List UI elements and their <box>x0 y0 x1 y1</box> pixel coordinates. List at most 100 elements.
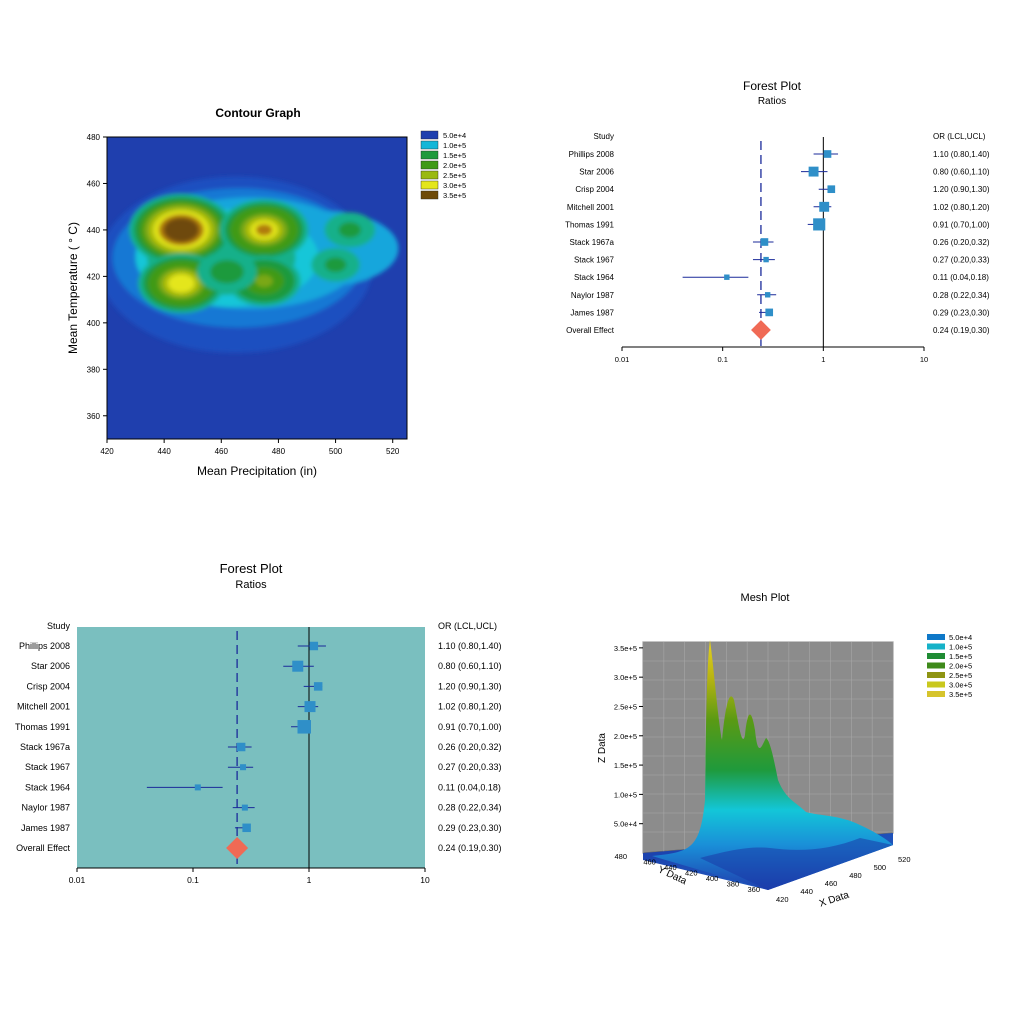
mesh-z-tick-label: 2.0e+5 <box>614 732 637 741</box>
forest-effect-marker <box>813 218 826 231</box>
forest-or-value: 0.27 (0.20,0.33) <box>438 762 502 772</box>
mesh-z-tick-label: 1.5e+5 <box>614 761 637 770</box>
mesh-y-tick-label: 420 <box>685 869 698 878</box>
contour-y-label: Mean Temperature ( ° C) <box>66 222 80 354</box>
mesh-z-tick-label: 3.0e+5 <box>614 673 637 682</box>
forest-overall-diamond <box>751 320 771 340</box>
contour-legend: 5.0e+41.0e+51.5e+52.0e+52.5e+53.0e+53.5e… <box>420 130 466 200</box>
forest-bottom-subtitle: Ratios <box>235 579 267 591</box>
forest-study-name: Naylor 1987 <box>21 803 70 813</box>
contour-peak-4-level-3 <box>216 264 238 279</box>
forest-x-tick-label: 0.01 <box>69 875 86 885</box>
forest-or-value: 0.80 (0.60,1.10) <box>438 661 502 671</box>
mesh-legend-swatch <box>927 672 945 678</box>
contour-y-tick-label: 460 <box>87 179 101 188</box>
mesh-legend-label: 1.0e+5 <box>949 643 972 652</box>
contour-peak-1-level-7 <box>173 277 190 289</box>
contour-x-tick-label: 500 <box>329 447 343 456</box>
forest-effect-marker <box>240 764 247 771</box>
forest-bottom-title: Forest Plot <box>220 561 283 576</box>
mesh-legend-label: 1.5e+5 <box>949 652 972 661</box>
contour-legend-label: 1.0e+5 <box>443 141 466 150</box>
contour-legend-swatch <box>420 190 439 200</box>
mesh-z-tick-label: 1.0e+5 <box>614 790 637 799</box>
contour-y-tick-label: 360 <box>87 412 101 421</box>
forest-or-value: 1.20 (0.90,1.30) <box>933 185 990 194</box>
contour-legend-swatch <box>420 140 439 150</box>
mesh-x-tick-label: 500 <box>874 863 887 872</box>
forest-study-name: Stack 1964 <box>574 273 615 282</box>
forest-or-value: 1.10 (0.80,1.40) <box>438 641 502 651</box>
forest-effect-marker <box>242 823 251 833</box>
forest-top-subtitle: Ratios <box>758 96 786 107</box>
forest-effect-marker <box>765 308 774 317</box>
forest-effect-marker <box>823 150 832 158</box>
contour-legend-swatch <box>420 150 439 160</box>
forest-or-value: 1.10 (0.80,1.40) <box>933 150 990 159</box>
forest-study-name: Overall Effect <box>566 326 615 335</box>
contour-legend-swatch <box>420 130 439 140</box>
forest-study-name: Naylor 1987 <box>571 291 615 300</box>
contour-legend-label: 3.5e+5 <box>443 191 466 200</box>
contour-legend-label: 1.5e+5 <box>443 151 466 160</box>
forest-or-value: 0.26 (0.20,0.32) <box>438 742 502 752</box>
mesh-legend-swatch <box>927 681 945 688</box>
forest-effect-marker <box>808 166 819 177</box>
forest-plot-top: Forest Plot Ratios Study OR (LCL,UCL) Phil… <box>565 79 990 364</box>
forest-study-name: Stack 1964 <box>25 782 70 792</box>
mesh-legend-swatch <box>927 662 945 669</box>
mesh-legend: 5.0e+41.0e+51.5e+52.0e+52.5e+53.0e+53.5e… <box>927 633 972 699</box>
mesh-y-tick-label: 360 <box>747 885 760 894</box>
forest-effect-marker <box>764 292 771 298</box>
contour-plot-frame <box>106 136 408 440</box>
forest-effect-marker <box>313 682 323 691</box>
forest-or-value: 1.02 (0.80,1.20) <box>438 702 502 712</box>
forest-effect-marker <box>236 742 246 752</box>
mesh-chart: Mesh Plot 5.0e+41.0e+51.5e+52.0e+52.5e+5… <box>597 592 972 910</box>
contour-peak-2-level-7 <box>255 224 273 236</box>
forest-x-tick-label: 0.1 <box>187 875 199 885</box>
contour-peak-3-level-5 <box>255 274 273 288</box>
forest-or-value: 0.91 (0.70,1.00) <box>438 722 502 732</box>
contour-x-tick-label: 480 <box>272 447 286 456</box>
forest-x-tick-label: 0.1 <box>717 355 727 364</box>
forest-study-name: Stack 1967a <box>570 238 615 247</box>
mesh-axes: 5.0e+4 1.0e+5 1.5e+5 2.0e+5 2.5e+5 3.0e+5 3.5e… <box>614 644 911 904</box>
contour-bands <box>107 176 399 354</box>
forest-study-name: Thomas 1991 <box>15 722 70 732</box>
forest-effect-marker <box>304 701 316 713</box>
mesh-x-tick-label: 440 <box>800 887 813 896</box>
forest-study-name: Overall Effect <box>16 843 70 853</box>
forest-or-value: 0.29 (0.23,0.30) <box>438 823 502 833</box>
contour-peak-0-level-9 <box>173 224 190 236</box>
forest-effect-marker <box>292 660 304 672</box>
mesh-legend-swatch <box>927 643 945 650</box>
forest-or-value: 0.24 (0.19,0.30) <box>933 326 990 335</box>
contour-y-tick-label: 440 <box>87 226 101 235</box>
forest-effect-marker <box>194 784 201 791</box>
forest-study-name: Mitchell 2001 <box>567 203 615 212</box>
forest-or-value: 0.28 (0.22,0.34) <box>933 291 990 300</box>
forest-study-name: Crisp 2004 <box>575 185 614 194</box>
forest-study-name: Stack 1967 <box>25 762 70 772</box>
mesh-z-tick-label: 3.5e+5 <box>614 644 637 653</box>
forest-or-value: 0.29 (0.23,0.30) <box>933 308 990 317</box>
contour-legend-swatch <box>420 180 439 190</box>
forest-or-value: 0.28 (0.22,0.34) <box>438 803 502 813</box>
forest-study-name: Star 2006 <box>579 168 614 177</box>
forest-or-value: 0.27 (0.20,0.33) <box>933 256 990 265</box>
mesh-legend-label: 3.0e+5 <box>949 681 972 690</box>
forest-or-value: 1.02 (0.80,1.20) <box>933 203 990 212</box>
forest-study-name: Stack 1967 <box>574 256 615 265</box>
contour-x-tick-label: 420 <box>100 447 114 456</box>
forest-x-tick-label: 1 <box>821 355 825 364</box>
mesh-legend-swatch <box>927 691 945 697</box>
contour-y-tick-label: 380 <box>87 365 101 374</box>
forest-effect-marker <box>819 201 830 212</box>
forest-effect-marker <box>763 256 769 263</box>
mesh-x-tick-label: 420 <box>776 895 789 904</box>
mesh-y-tick-label: 480 <box>614 852 627 861</box>
contour-legend-label: 2.0e+5 <box>443 161 466 170</box>
forest-or-value: 0.26 (0.20,0.32) <box>933 238 990 247</box>
mesh-x-tick-label: 460 <box>825 879 838 888</box>
